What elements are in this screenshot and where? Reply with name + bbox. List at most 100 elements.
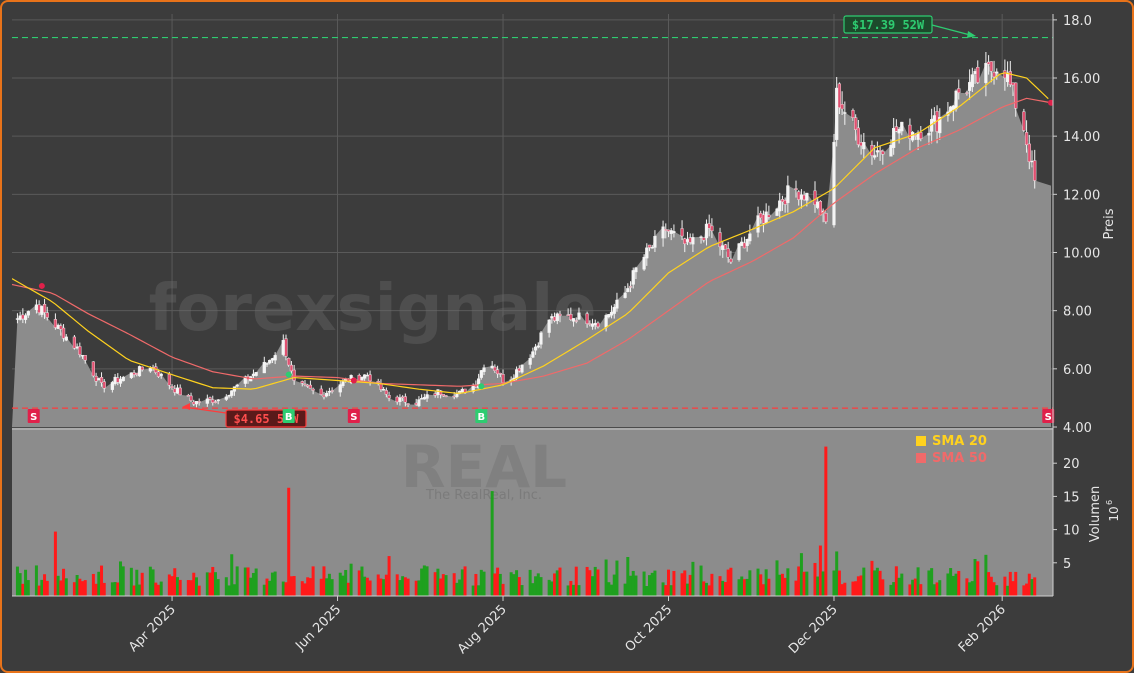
volume-bar-down	[976, 561, 980, 596]
volume-bar-up	[479, 569, 483, 596]
volume-bar-up	[645, 586, 649, 596]
candle-down	[292, 369, 296, 381]
candle-down	[441, 394, 445, 397]
volume-bar-down	[21, 583, 25, 596]
volume-bar-up	[650, 572, 654, 596]
candle-up	[737, 243, 741, 260]
candle-up	[194, 401, 199, 405]
candle-down	[495, 369, 500, 375]
candle-up	[398, 397, 402, 402]
candle-down	[726, 248, 730, 258]
volume-bar-up	[704, 582, 708, 596]
volume-bar-down	[870, 560, 874, 596]
candle-down	[585, 313, 589, 324]
volume-bar-up	[786, 568, 790, 596]
candle-down	[596, 322, 600, 328]
candle-up	[745, 239, 749, 246]
volume-bar-up	[653, 570, 657, 596]
volume-bar-up	[338, 572, 342, 596]
volume-bar-up	[764, 569, 768, 596]
volume-bar-up	[420, 568, 424, 596]
volume-bar-up	[799, 553, 803, 596]
high-52w-label: $17.39 52W	[852, 18, 925, 32]
volume-bar-up	[889, 584, 893, 596]
candle-down	[552, 316, 557, 321]
volume-bar-down	[246, 567, 250, 596]
candle-up	[268, 359, 272, 364]
volume-bar-down	[859, 575, 863, 596]
volume-bar-down	[797, 566, 801, 596]
volume-bar-down	[303, 583, 307, 596]
volume-bar-up	[1030, 579, 1034, 596]
candle-up	[748, 233, 752, 242]
volume-bar-down	[1033, 577, 1037, 596]
volume-bar-down	[433, 572, 437, 596]
volume-bar-down	[37, 585, 41, 596]
volume-bar-up	[897, 577, 901, 596]
volume-bar-up	[604, 559, 608, 596]
candle-up	[26, 311, 30, 316]
high-52w-arrowhead	[967, 31, 976, 38]
volume-bar-up	[512, 574, 516, 596]
volume-bar-down	[569, 580, 573, 596]
candle-up	[778, 200, 782, 212]
volume-bar-up	[629, 575, 633, 596]
candle-up	[490, 365, 494, 369]
candle-up	[832, 141, 836, 226]
candle-down	[702, 237, 706, 241]
candle-up	[615, 299, 619, 309]
volume-bar-up	[520, 585, 524, 596]
candle-down	[59, 325, 63, 330]
legend: SMA 20 SMA 50	[916, 434, 987, 466]
volume-bar-up	[699, 565, 703, 596]
candle-up	[577, 312, 581, 320]
candle-down	[395, 396, 399, 403]
candle-down	[178, 387, 182, 396]
price-tick-label: 8.00	[1063, 305, 1092, 320]
candle-down	[913, 135, 917, 137]
candle-down	[802, 194, 806, 201]
candle-down	[91, 361, 95, 377]
candle-down	[376, 381, 380, 383]
candle-down	[588, 323, 592, 325]
volume-bar-up	[330, 579, 334, 596]
candle-up	[995, 71, 999, 74]
volume-bar-up	[148, 566, 152, 596]
candle-down	[569, 314, 573, 320]
volume-bar-up	[623, 583, 627, 596]
volume-bar-down	[322, 566, 326, 596]
volume-bar-down	[707, 585, 711, 596]
volume-tick-label: 10	[1063, 524, 1080, 539]
candle-up	[224, 396, 228, 400]
candle-down	[319, 388, 323, 395]
candle-down	[729, 258, 733, 263]
volume-bar-down	[1008, 571, 1012, 596]
candle-down	[517, 368, 521, 372]
volume-bar-up	[360, 566, 364, 596]
volume-bar-up	[349, 563, 353, 596]
candle-down	[306, 384, 310, 387]
price-area-fill	[12, 63, 1051, 427]
candle-down	[813, 190, 817, 205]
volume-bar-up	[249, 577, 253, 596]
candle-up	[479, 370, 483, 378]
candle-up	[159, 373, 163, 376]
volume-bar-up	[634, 575, 638, 596]
volume-bar-down	[439, 578, 443, 596]
volume-bar-down	[45, 580, 49, 596]
candle-up	[422, 397, 426, 400]
candle-up	[954, 90, 958, 110]
volume-bar-down	[493, 573, 497, 596]
candle-down	[308, 384, 313, 389]
candle-down	[856, 127, 860, 145]
candle-up	[642, 256, 646, 270]
candle-down	[444, 395, 448, 397]
candle-down	[452, 395, 456, 398]
volume-bar-up	[498, 573, 502, 596]
candle-up	[875, 150, 879, 153]
time-tick-label: Aug 2025	[455, 602, 510, 657]
volume-bar-up	[873, 570, 877, 596]
volume-bar-up	[425, 566, 429, 596]
